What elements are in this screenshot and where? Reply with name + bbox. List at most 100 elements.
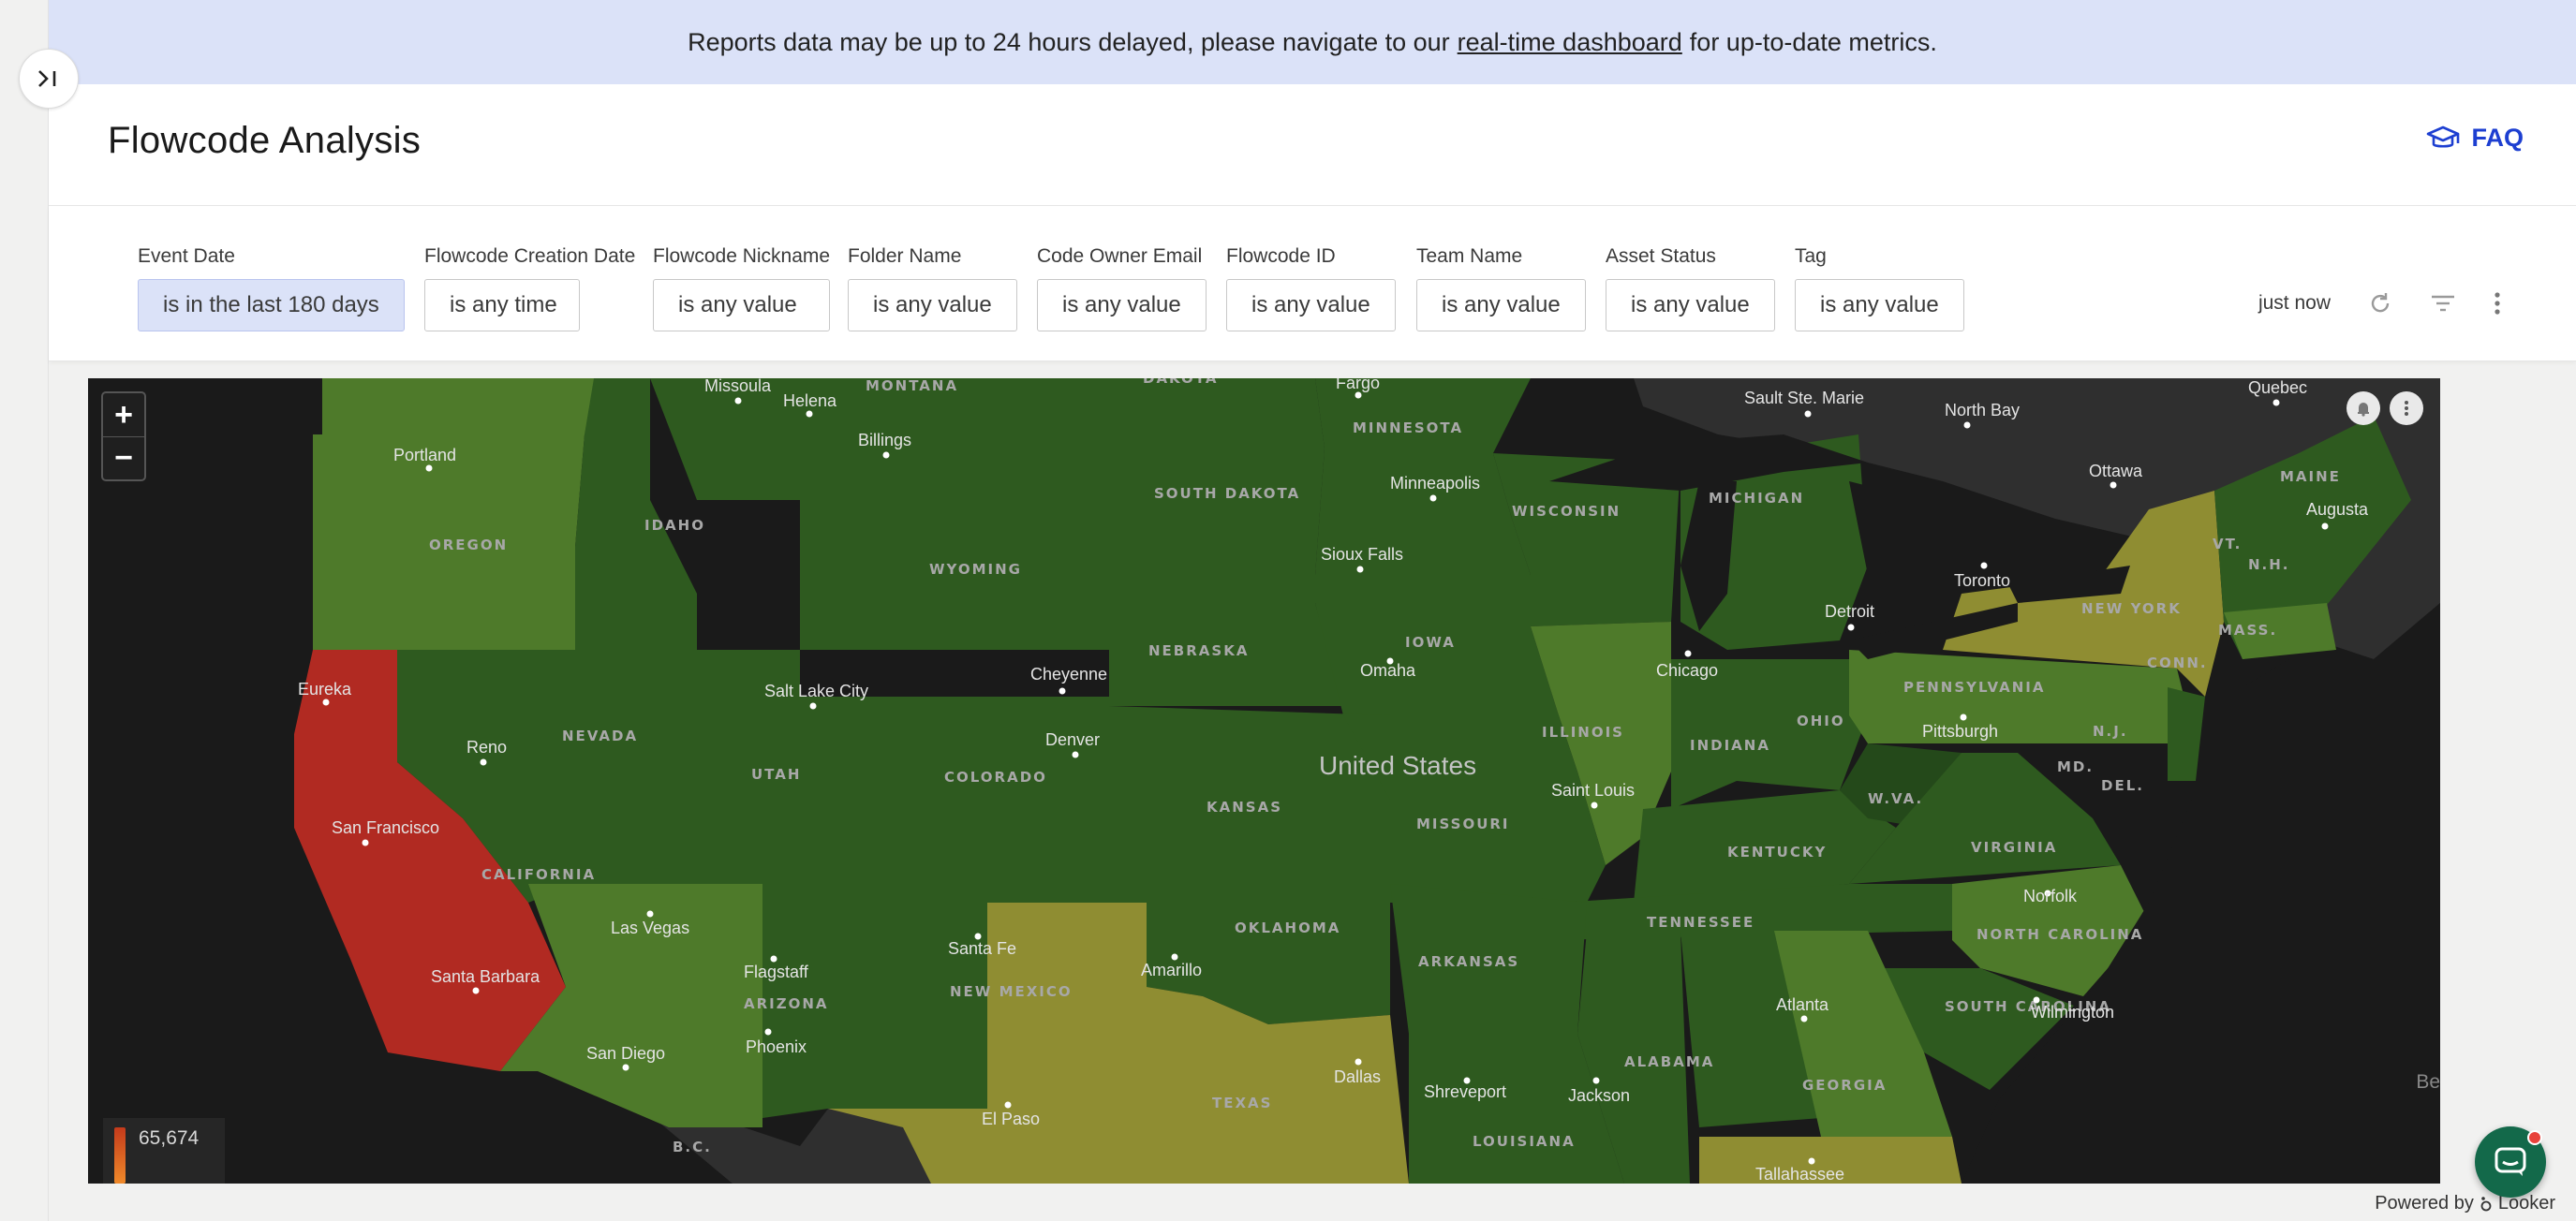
city-reno: Reno	[466, 738, 507, 757]
filter-asset-status-value[interactable]: is any value	[1606, 279, 1775, 331]
real-time-dashboard-link[interactable]: real-time dashboard	[1457, 27, 1682, 56]
city-north-bay: North Bay	[1945, 401, 2020, 419]
map-label-oregon: OREGON	[429, 537, 508, 553]
left-rail	[0, 0, 49, 1221]
state-labels: MONTANA DAKOTA MINNESOTA MICHIGAN MAINE …	[429, 378, 2339, 1155]
map-label-kentucky: KENTUCKY	[1727, 844, 1827, 861]
map-label-pennsylvania: PENNSYLVANIA	[1903, 679, 2045, 696]
tile-actions	[2347, 391, 2423, 425]
city-atlanta: Atlanta	[1776, 995, 1829, 1014]
filter-label: Code Owner Email	[1037, 245, 1203, 267]
city-pittsburgh: Pittsburgh	[1922, 722, 1998, 741]
filter-label: Tag	[1795, 245, 1827, 267]
page-title: Flowcode Analysis	[108, 120, 422, 161]
choropleth-map-tile[interactable]: MONTANA DAKOTA MINNESOTA MICHIGAN MAINE …	[88, 378, 2440, 1184]
lake-huron	[1849, 481, 1924, 594]
refresh-button[interactable]	[2368, 291, 2392, 316]
filter-folder-name-value[interactable]: is any value	[848, 279, 1017, 331]
filter-icon	[2432, 295, 2454, 312]
map-label-oklahoma: OKLAHOMA	[1235, 919, 1340, 936]
city-portland: Portland	[393, 446, 456, 464]
banner-text-after: for up-to-date metrics.	[1689, 27, 1937, 56]
faq-link[interactable]: FAQ	[2426, 124, 2524, 153]
filter-flowcode-creation-date-value[interactable]: is any time	[424, 279, 580, 331]
state-wisconsin	[1493, 453, 1680, 626]
city-chicago: Chicago	[1656, 661, 1718, 680]
more-vertical-icon	[2405, 401, 2408, 416]
city-flagstaff: Flagstaff	[744, 963, 809, 981]
bell-icon	[2358, 403, 2369, 417]
country-label: United States	[1319, 751, 1476, 780]
filter-label: Team Name	[1416, 245, 1523, 267]
map-label-nebraska: NEBRASKA	[1148, 642, 1249, 659]
filter-team-name-value[interactable]: is any value	[1416, 279, 1586, 331]
state-new-jersey	[2168, 687, 2205, 781]
map-label-conn: CONN.	[2147, 655, 2208, 671]
graduation-cap-icon	[2427, 125, 2460, 148]
zoom-in-button[interactable]: +	[114, 396, 133, 433]
dashboard-tools: just now	[2258, 285, 2501, 322]
state-washington	[322, 378, 594, 434]
expand-sidebar-icon	[38, 70, 56, 87]
map-label-idaho: IDAHO	[644, 517, 705, 534]
city-jackson: Jackson	[1568, 1086, 1630, 1105]
lake-ontario	[2008, 566, 2130, 603]
map-legend: 65,674	[103, 1118, 225, 1184]
state-georgia	[1774, 931, 1952, 1137]
filter-tag-value[interactable]: is any value	[1795, 279, 1964, 331]
city-augusta: Augusta	[2306, 500, 2369, 519]
city-tallahassee: Tallahassee	[1755, 1165, 1844, 1184]
state-tennessee	[1549, 884, 1962, 940]
more-vertical-icon	[2495, 292, 2500, 315]
expand-sidebar-button[interactable]	[19, 49, 79, 109]
state-pennsylvania	[1849, 650, 2186, 743]
tile-alert-button[interactable]	[2347, 391, 2380, 425]
map-label-new-mexico: NEW MEXICO	[950, 983, 1073, 1000]
map-label-louisiana: LOUISIANA	[1473, 1133, 1576, 1150]
faq-label: FAQ	[2471, 124, 2524, 152]
lake-superior	[1549, 434, 1868, 491]
filter-code-owner-email-value[interactable]: is any value	[1037, 279, 1207, 331]
city-saint-louis: Saint Louis	[1551, 781, 1635, 800]
filter-flowcode-nickname: Flowcode Nickname is any value	[653, 245, 831, 331]
state-arizona	[500, 884, 762, 1127]
state-colorado	[866, 697, 1109, 884]
city-omaha: Omaha	[1360, 661, 1416, 680]
filter-flowcode-id-value[interactable]: is any value	[1226, 279, 1396, 331]
state-florida	[1699, 1137, 1962, 1184]
looker-logo-icon	[2480, 1196, 2492, 1211]
city-cheyenne: Cheyenne	[1030, 665, 1107, 684]
filter-bar: Event Date is in the last 180 days Flowc…	[49, 206, 2576, 361]
map-label-utah: UTAH	[751, 766, 801, 783]
map-label-montana: MONTANA	[866, 378, 958, 394]
city-wilmington: Wilmington	[2031, 1003, 2114, 1022]
map-label-del: DEL.	[2101, 777, 2144, 794]
powered-by-footer: Powered by Looker	[2375, 1193, 2555, 1214]
city-billings: Billings	[858, 431, 911, 449]
map-label-alabama: ALABAMA	[1624, 1053, 1714, 1070]
lake-michigan	[1680, 481, 1737, 631]
state-south-carolina	[1868, 968, 2074, 1090]
filter-event-date-value[interactable]: is in the last 180 days	[138, 279, 405, 331]
state-idaho	[575, 378, 697, 650]
map-label-illinois: ILLINOIS	[1542, 724, 1624, 741]
state-new-england	[2214, 416, 2411, 659]
state-montana	[650, 378, 1053, 500]
state-missouri	[1343, 715, 1606, 903]
dashboard-menu-button[interactable]	[2494, 291, 2501, 316]
state-california	[294, 650, 566, 1071]
filter-flowcode-nickname-value[interactable]: is any value	[653, 279, 831, 331]
filters-toggle-button[interactable]	[2430, 293, 2456, 314]
mexico-land	[575, 1052, 1025, 1184]
map-label-vt: VT.	[2213, 536, 2242, 552]
map-label-virginia: VIRGINIA	[1971, 839, 2057, 856]
state-wyoming	[800, 500, 1053, 650]
city-santa-fe: Santa Fe	[948, 939, 1016, 958]
state-ohio	[1737, 659, 1868, 790]
chat-launcher-button[interactable]	[2475, 1126, 2546, 1198]
state-illinois	[1531, 622, 1671, 865]
zoom-out-button[interactable]: −	[103, 436, 144, 479]
filter-event-date: Event Date is in the last 180 days	[138, 245, 405, 331]
tile-menu-button[interactable]	[2390, 391, 2423, 425]
state-louisiana	[1409, 1034, 1624, 1184]
